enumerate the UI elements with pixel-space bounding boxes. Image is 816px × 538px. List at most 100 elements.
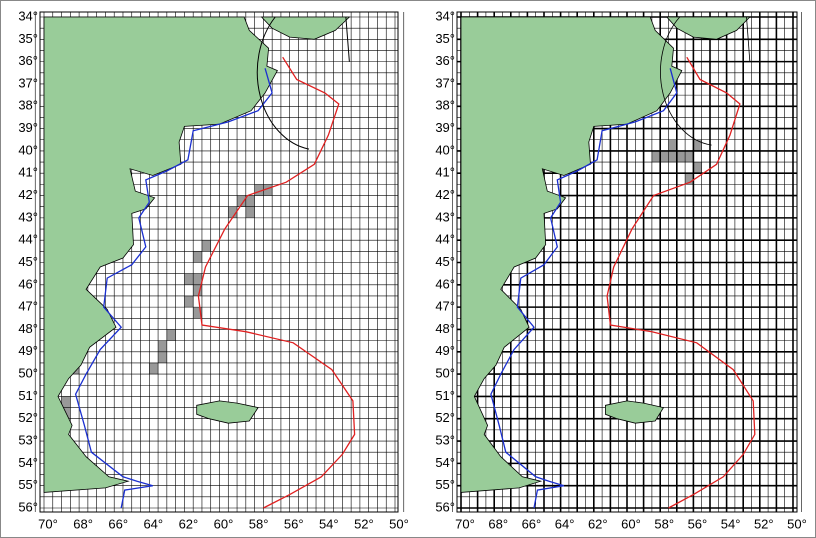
- shaded-cell: [193, 273, 202, 285]
- lat-label: 47°: [435, 299, 455, 314]
- island: [605, 400, 665, 424]
- lat-label: 40°: [435, 142, 455, 157]
- lat-label: 36°: [18, 53, 38, 68]
- lat-label: 50°: [435, 366, 455, 381]
- shaded-cell: [693, 162, 702, 174]
- land: [260, 16, 351, 40]
- lat-label: 48°: [435, 321, 455, 336]
- lat-label: 43°: [435, 209, 455, 224]
- lat-label: 51°: [18, 388, 38, 403]
- lat-label: 41°: [435, 165, 455, 180]
- island: [196, 400, 259, 424]
- lat-label: 42°: [435, 187, 455, 202]
- lat-label: 51°: [435, 388, 455, 403]
- shaded-cell: [263, 184, 273, 196]
- shaded-cell: [193, 307, 202, 319]
- shaded-cell: [660, 150, 669, 163]
- land: [665, 16, 751, 40]
- shaded-cell: [668, 150, 677, 163]
- lat-label: 34°: [18, 8, 38, 23]
- lat-label: 39°: [18, 120, 38, 135]
- lat-label: 50°: [18, 366, 38, 381]
- lon-label: 64°: [143, 516, 163, 531]
- lon-label: 70°: [455, 516, 475, 531]
- lon-label: 54°: [721, 516, 741, 531]
- lat-label: 52°: [18, 410, 38, 425]
- lat-label: 45°: [18, 254, 38, 269]
- lat-label: 41°: [18, 165, 38, 180]
- lat-label: 39°: [435, 120, 455, 135]
- lon-label: 58°: [654, 516, 674, 531]
- lat-label: 42°: [18, 187, 38, 202]
- shaded-cell: [201, 240, 211, 252]
- lon-label: 68°: [488, 516, 508, 531]
- lon-label: 66°: [108, 516, 128, 531]
- lon-label: 70°: [38, 516, 58, 531]
- lon-label: 68°: [73, 516, 93, 531]
- lat-label: 56°: [18, 499, 38, 514]
- lon-label: 60°: [621, 516, 641, 531]
- lon-label: 50°: [787, 516, 807, 531]
- shaded-cell: [245, 195, 255, 207]
- lon-label: 52°: [754, 516, 774, 531]
- lat-label: 54°: [18, 455, 38, 470]
- lat-label: 53°: [435, 432, 455, 447]
- lon-label: 60°: [214, 516, 234, 531]
- map-frame: [39, 11, 399, 513]
- lat-label: 44°: [435, 232, 455, 247]
- shaded-cell: [693, 139, 702, 151]
- lat-label: 46°: [435, 276, 455, 291]
- shaded-cell: [193, 251, 202, 263]
- lat-label: 35°: [18, 31, 38, 46]
- lat-label: 54°: [435, 455, 455, 470]
- lon-label: 50°: [389, 516, 409, 531]
- lat-label: 48°: [18, 321, 38, 336]
- lat-label: 43°: [18, 209, 38, 224]
- isobath: [74, 68, 273, 509]
- lat-label: 37°: [435, 75, 455, 90]
- lon-label: 62°: [179, 516, 199, 531]
- lat-label: 34°: [435, 8, 455, 23]
- isobath: [490, 68, 678, 509]
- shaded-cell: [676, 150, 686, 163]
- shaded-cell: [61, 396, 71, 408]
- lon-label: 62°: [588, 516, 608, 531]
- lat-label: 49°: [435, 343, 455, 358]
- lat-label: 52°: [435, 410, 455, 425]
- shaded-cell: [166, 329, 176, 341]
- lat-label: 56°: [435, 499, 455, 514]
- lon-label: 66°: [522, 516, 542, 531]
- lat-label: 46°: [18, 276, 38, 291]
- eez-line: [606, 56, 756, 509]
- shaded-cell: [193, 284, 202, 296]
- lat-label: 47°: [18, 299, 38, 314]
- eez-line: [197, 56, 356, 509]
- lat-label: 35°: [435, 31, 455, 46]
- shaded-cell: [254, 184, 264, 196]
- lon-label: 56°: [688, 516, 708, 531]
- shaded-cell: [158, 340, 167, 352]
- lon-label: 58°: [249, 516, 269, 531]
- lat-label: 44°: [18, 232, 38, 247]
- land: [43, 16, 278, 493]
- shaded-cell: [668, 139, 677, 151]
- map-frame: [456, 11, 798, 513]
- lat-label: 40°: [18, 142, 38, 157]
- lon-label: 52°: [354, 516, 374, 531]
- lon-label: 54°: [319, 516, 339, 531]
- shaded-cell: [245, 206, 255, 218]
- land: [460, 16, 683, 493]
- shaded-cell: [149, 362, 159, 375]
- lat-label: 38°: [435, 98, 455, 113]
- zone-arc: [660, 16, 751, 146]
- lat-label: 53°: [18, 432, 38, 447]
- shaded-cell: [651, 150, 661, 163]
- shaded-cell: [237, 195, 246, 207]
- lon-label: 64°: [555, 516, 575, 531]
- shaded-cell: [184, 295, 194, 308]
- lat-label: 55°: [435, 477, 455, 492]
- lat-label: 37°: [18, 75, 38, 90]
- zone-arc: [256, 16, 350, 150]
- lat-label: 38°: [18, 98, 38, 113]
